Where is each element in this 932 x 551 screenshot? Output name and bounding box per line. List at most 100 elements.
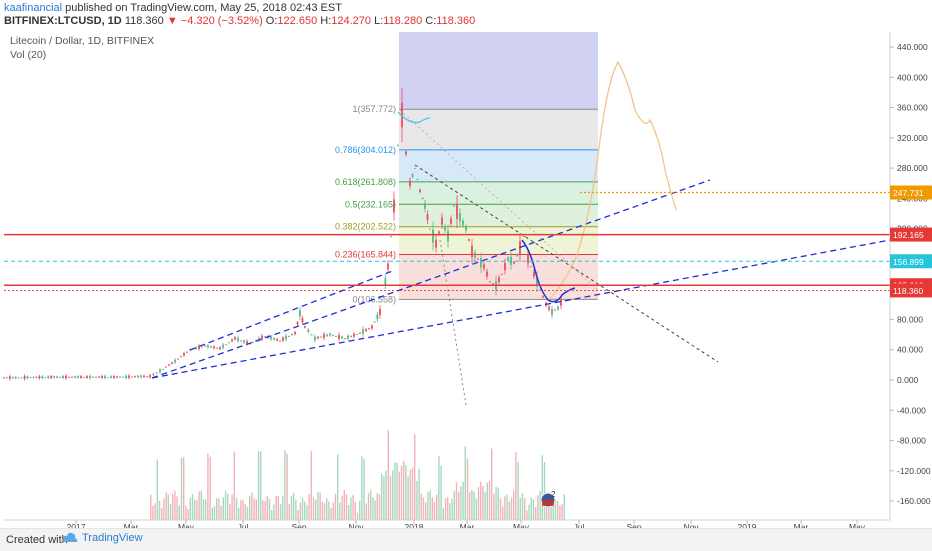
volume-bar [473, 491, 475, 520]
volume-bar [279, 503, 282, 520]
volume-bar [341, 495, 343, 520]
candle-body [409, 180, 411, 186]
candle-body [273, 338, 275, 340]
candle-body [304, 326, 306, 328]
volume-bar [539, 490, 541, 520]
fib-retracement[interactable]: 1(357.772) 0.786(304.012) 0.618(261.808) 0.… [335, 32, 598, 304]
candle-body [438, 231, 440, 234]
low-value: 118.280 [383, 15, 423, 27]
volume-bar [464, 446, 466, 520]
fib-level-label: 0.786(304.012) [335, 145, 396, 155]
candle-body [332, 335, 334, 337]
volume-bar [354, 501, 356, 520]
candle-body [371, 325, 373, 329]
candle-body [101, 375, 103, 378]
volume-bar [306, 504, 308, 520]
fib-band [399, 254, 598, 300]
candle-body [365, 329, 367, 331]
event-badge[interactable]: 2 [540, 490, 556, 508]
volume-bar [189, 497, 191, 520]
candle-body [314, 336, 316, 341]
volume-bar [515, 452, 517, 520]
channel-top-line[interactable] [189, 269, 396, 351]
volume-bar [211, 507, 213, 520]
candle-body [155, 372, 158, 374]
time-tick-label: May [849, 522, 866, 528]
volume-bar [337, 454, 339, 520]
price-label-tag [890, 227, 932, 242]
volume-bar [488, 480, 491, 520]
volume-bar [416, 480, 418, 520]
price-projection-curve[interactable] [547, 60, 677, 301]
volume-bar [394, 462, 396, 520]
volume-bar [383, 475, 385, 520]
volume-bar [561, 504, 563, 520]
candle-body [554, 309, 556, 311]
upper-trendline[interactable] [151, 179, 711, 379]
volume-bar [152, 505, 154, 520]
price-tick-label: 360.000 [897, 103, 928, 113]
blue-path-drawing[interactable] [521, 239, 576, 303]
candle-body [489, 281, 491, 283]
symbol-header: BITFINEX:LTCUSD, 1D 118.360 ▼ −4.320 (−3… [4, 15, 475, 27]
candle-body [362, 329, 364, 334]
downtrend-line[interactable] [414, 164, 719, 363]
volume-bar [198, 491, 200, 520]
price-axis[interactable]: 440.000400.000360.000320.000280.000240.0… [889, 32, 931, 520]
volume-bar [200, 491, 202, 520]
publish-header: kaafinancial published on TradingView.co… [4, 2, 342, 14]
volume-bar [477, 486, 480, 520]
fib-band [399, 149, 598, 182]
volume-bar [447, 496, 449, 520]
volume-bar [277, 496, 279, 520]
volume-bar [345, 493, 348, 520]
volume-indicator-label[interactable]: Vol (20) [10, 49, 47, 61]
candle-body [53, 376, 56, 378]
cyan-path-drawing[interactable] [397, 111, 431, 124]
candle-body [20, 377, 23, 379]
price-label-tag [890, 254, 932, 269]
candle-body [310, 334, 313, 336]
volume-bar [286, 453, 288, 520]
candle-body [41, 376, 44, 379]
volume-bar [158, 500, 161, 520]
candle-body [523, 236, 525, 238]
fib-level-label: 0.5(232.165) [345, 199, 396, 209]
candle-body [329, 333, 331, 336]
lower-trendline[interactable] [151, 239, 891, 379]
series-title: Litecoin / Dollar, 1D, BITFINEX [10, 35, 155, 47]
tradingview-logo[interactable]: TradingView [62, 532, 143, 544]
candle-body [228, 342, 230, 344]
volume-bar [257, 451, 260, 520]
volume-bar [438, 456, 440, 520]
low-label: L: [374, 15, 384, 27]
price-label-text: 247.731 [893, 188, 924, 198]
volume-bar [400, 465, 403, 520]
candle-body [32, 376, 35, 378]
candle-body [317, 336, 319, 339]
volume-bar [222, 497, 224, 520]
candle-body [125, 375, 127, 378]
candle-body [258, 337, 260, 341]
candle-body [326, 334, 328, 337]
candle-body [201, 346, 203, 348]
price-tick-label: 440.000 [897, 42, 928, 52]
volume-bar [442, 508, 444, 520]
candle-body [551, 308, 553, 315]
time-axis[interactable]: 2017 Mar May Jul Sep Nov 2018 Mar May Jul Sep Nov 20… [4, 519, 890, 528]
candle-body [3, 377, 5, 379]
candle-body [261, 335, 263, 340]
price-tick-label: -80.000 [897, 436, 926, 446]
price-chart[interactable]: 1(357.772) 0.786(304.012) 0.618(261.808) 0.… [0, 0, 932, 528]
time-tick-label: May [513, 522, 530, 528]
horizontal-lines[interactable] [4, 191, 890, 291]
volume-bar [359, 500, 361, 520]
high-label: H: [320, 15, 332, 27]
volume-bar [506, 494, 508, 520]
trend-drawings[interactable] [151, 60, 891, 406]
author-link[interactable]: kaafinancial [4, 2, 63, 14]
volume-bar [427, 492, 429, 520]
candle-body [335, 335, 337, 337]
volume-bar [491, 448, 493, 520]
volume-bar [348, 505, 350, 520]
